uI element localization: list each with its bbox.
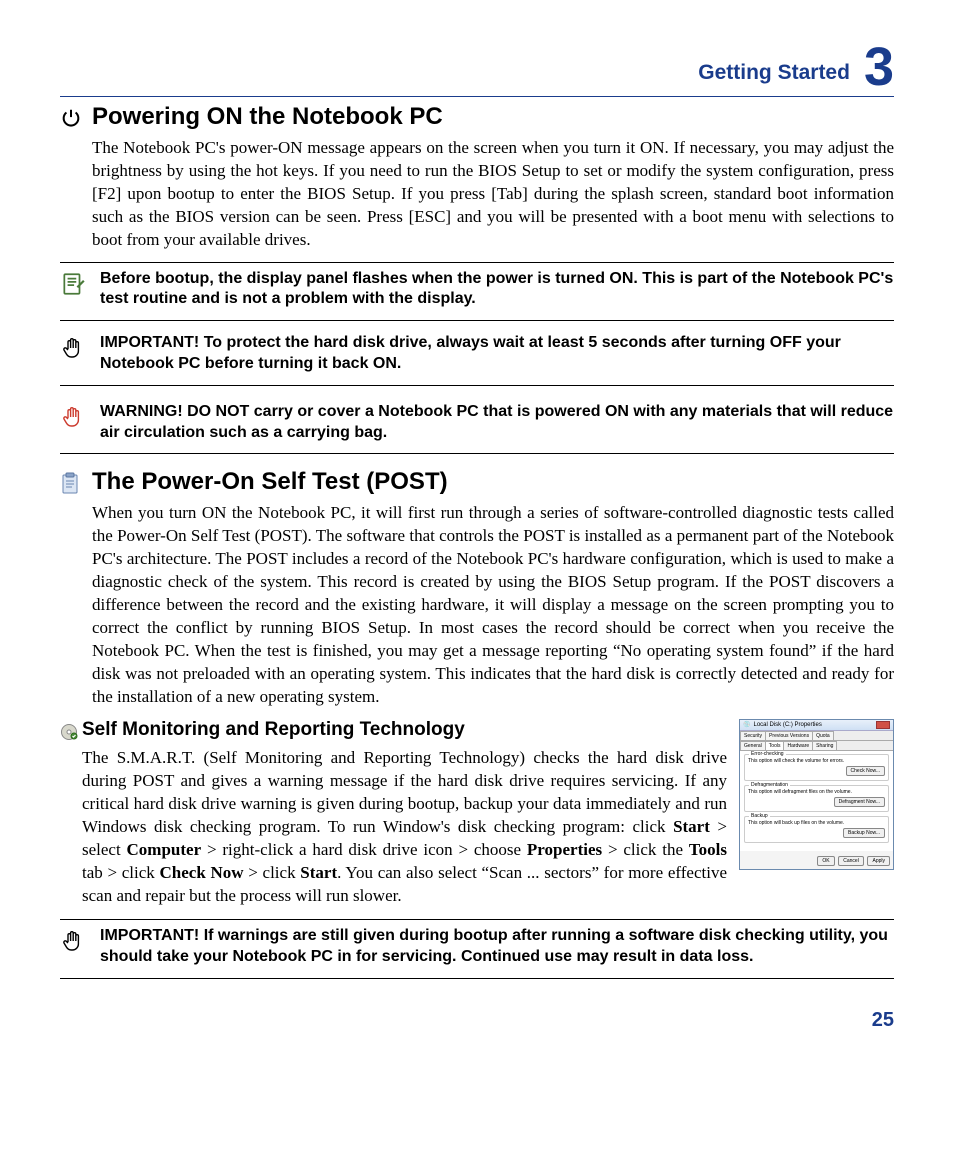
page-number: 25 [60,1009,894,1032]
apply-button: Apply [867,856,890,866]
group-backup: Backup This option will back up files on… [744,816,889,843]
callout-important-1: IMPORTANT! To protect the hard disk driv… [60,327,894,386]
hand-warning-icon [60,419,86,436]
body-powering-on: The Notebook PC's power-ON message appea… [92,137,894,252]
section-powering-on: Powering ON the Notebook PC The Notebook… [60,103,894,252]
section-post: The Power-On Self Test (POST) When you t… [60,468,894,708]
smart-mid5: > click [244,863,301,882]
dialog-tabs-row2: General Tools Hardware Sharing [740,741,893,751]
disk-icon [60,728,78,745]
close-icon [876,721,890,729]
heading-powering-on: Powering ON the Notebook PC [92,103,894,131]
body-post: When you turn ON the Notebook PC, it wil… [92,502,894,708]
callout-warning: WARNING! DO NOT carry or cover a Noteboo… [60,392,894,455]
smart-bold-start2: Start [300,863,337,882]
group-backup-title: Backup [749,813,770,819]
properties-dialog-image: 💿 Local Disk (C:) Properties Security Pr… [739,719,894,908]
smart-bold-start1: Start [673,817,710,836]
disk-small-icon: 💿 [743,721,750,728]
smart-bold-properties: Properties [527,840,602,859]
ok-button: OK [817,856,834,866]
group-defrag-text: This option will defragment files on the… [748,789,885,795]
tab-tools: Tools [765,741,785,750]
header-section-title: Getting Started [698,61,850,85]
rule [60,978,894,979]
hand-icon [60,350,86,367]
power-icon [60,116,82,133]
smart-mid3: > click the [602,840,689,859]
group-error-title: Error-checking [749,751,786,757]
smart-bold-tools: Tools [689,840,727,859]
tab-quota: Quota [812,731,834,740]
body-smart: The S.M.A.R.T. (Self Monitoring and Repo… [82,747,727,908]
callout-important-2-text: IMPORTANT! If warnings are still given d… [100,926,894,968]
smart-bold-computer: Computer [127,840,202,859]
header-chapter-number: 3 [864,40,894,94]
note-icon [60,284,86,301]
group-defrag-title: Defragmentation [749,782,790,788]
group-backup-text: This option will back up files on the vo… [748,820,885,826]
smart-mid2: > right-click a hard disk drive icon > c… [201,840,527,859]
heading-post: The Power-On Self Test (POST) [92,468,894,496]
dialog-titlebar: 💿 Local Disk (C:) Properties [740,720,893,731]
clipboard-icon [60,483,80,500]
rule [60,385,894,386]
group-error-checking: Error-checking This option will check th… [744,754,889,781]
smart-bold-checknow: Check Now [160,863,244,882]
callout-note-text: Before bootup, the display panel flashes… [100,269,894,311]
tab-sharing: Sharing [812,741,837,750]
dialog-footer: OK Cancel Apply [740,851,893,869]
defragment-now-button: Defragment Now... [834,797,885,807]
backup-now-button: Backup Now... [843,828,885,838]
tab-previous-versions: Previous Versions [765,731,813,740]
callout-important-1-text: IMPORTANT! To protect the hard disk driv… [100,333,894,375]
header-rule [60,96,894,97]
group-error-text: This option will check the volume for er… [748,758,885,764]
rule [60,320,894,321]
smart-mid4: tab > click [82,863,160,882]
dialog-tabs-row1: Security Previous Versions Quota [740,731,893,741]
dialog-title: Local Disk (C:) Properties [753,722,821,728]
callout-note: Before bootup, the display panel flashes… [60,262,894,322]
check-now-button: Check Now... [846,766,885,776]
callout-important-2: IMPORTANT! If warnings are still given d… [60,919,894,979]
smart-text-pre: The S.M.A.R.T. (Self Monitoring and Repo… [82,748,727,836]
tab-general: General [740,741,766,750]
cancel-button: Cancel [838,856,864,866]
page-header: Getting Started 3 [60,40,894,94]
rule [60,453,894,454]
tab-security: Security [740,731,766,740]
section-smart: Self Monitoring and Reporting Technology… [60,719,894,908]
hand-icon [60,943,86,960]
callout-warning-text: WARNING! DO NOT carry or cover a Noteboo… [100,402,894,444]
group-defrag: Defragmentation This option will defragm… [744,785,889,812]
heading-smart: Self Monitoring and Reporting Technology [82,719,727,741]
tab-hardware: Hardware [783,741,813,750]
